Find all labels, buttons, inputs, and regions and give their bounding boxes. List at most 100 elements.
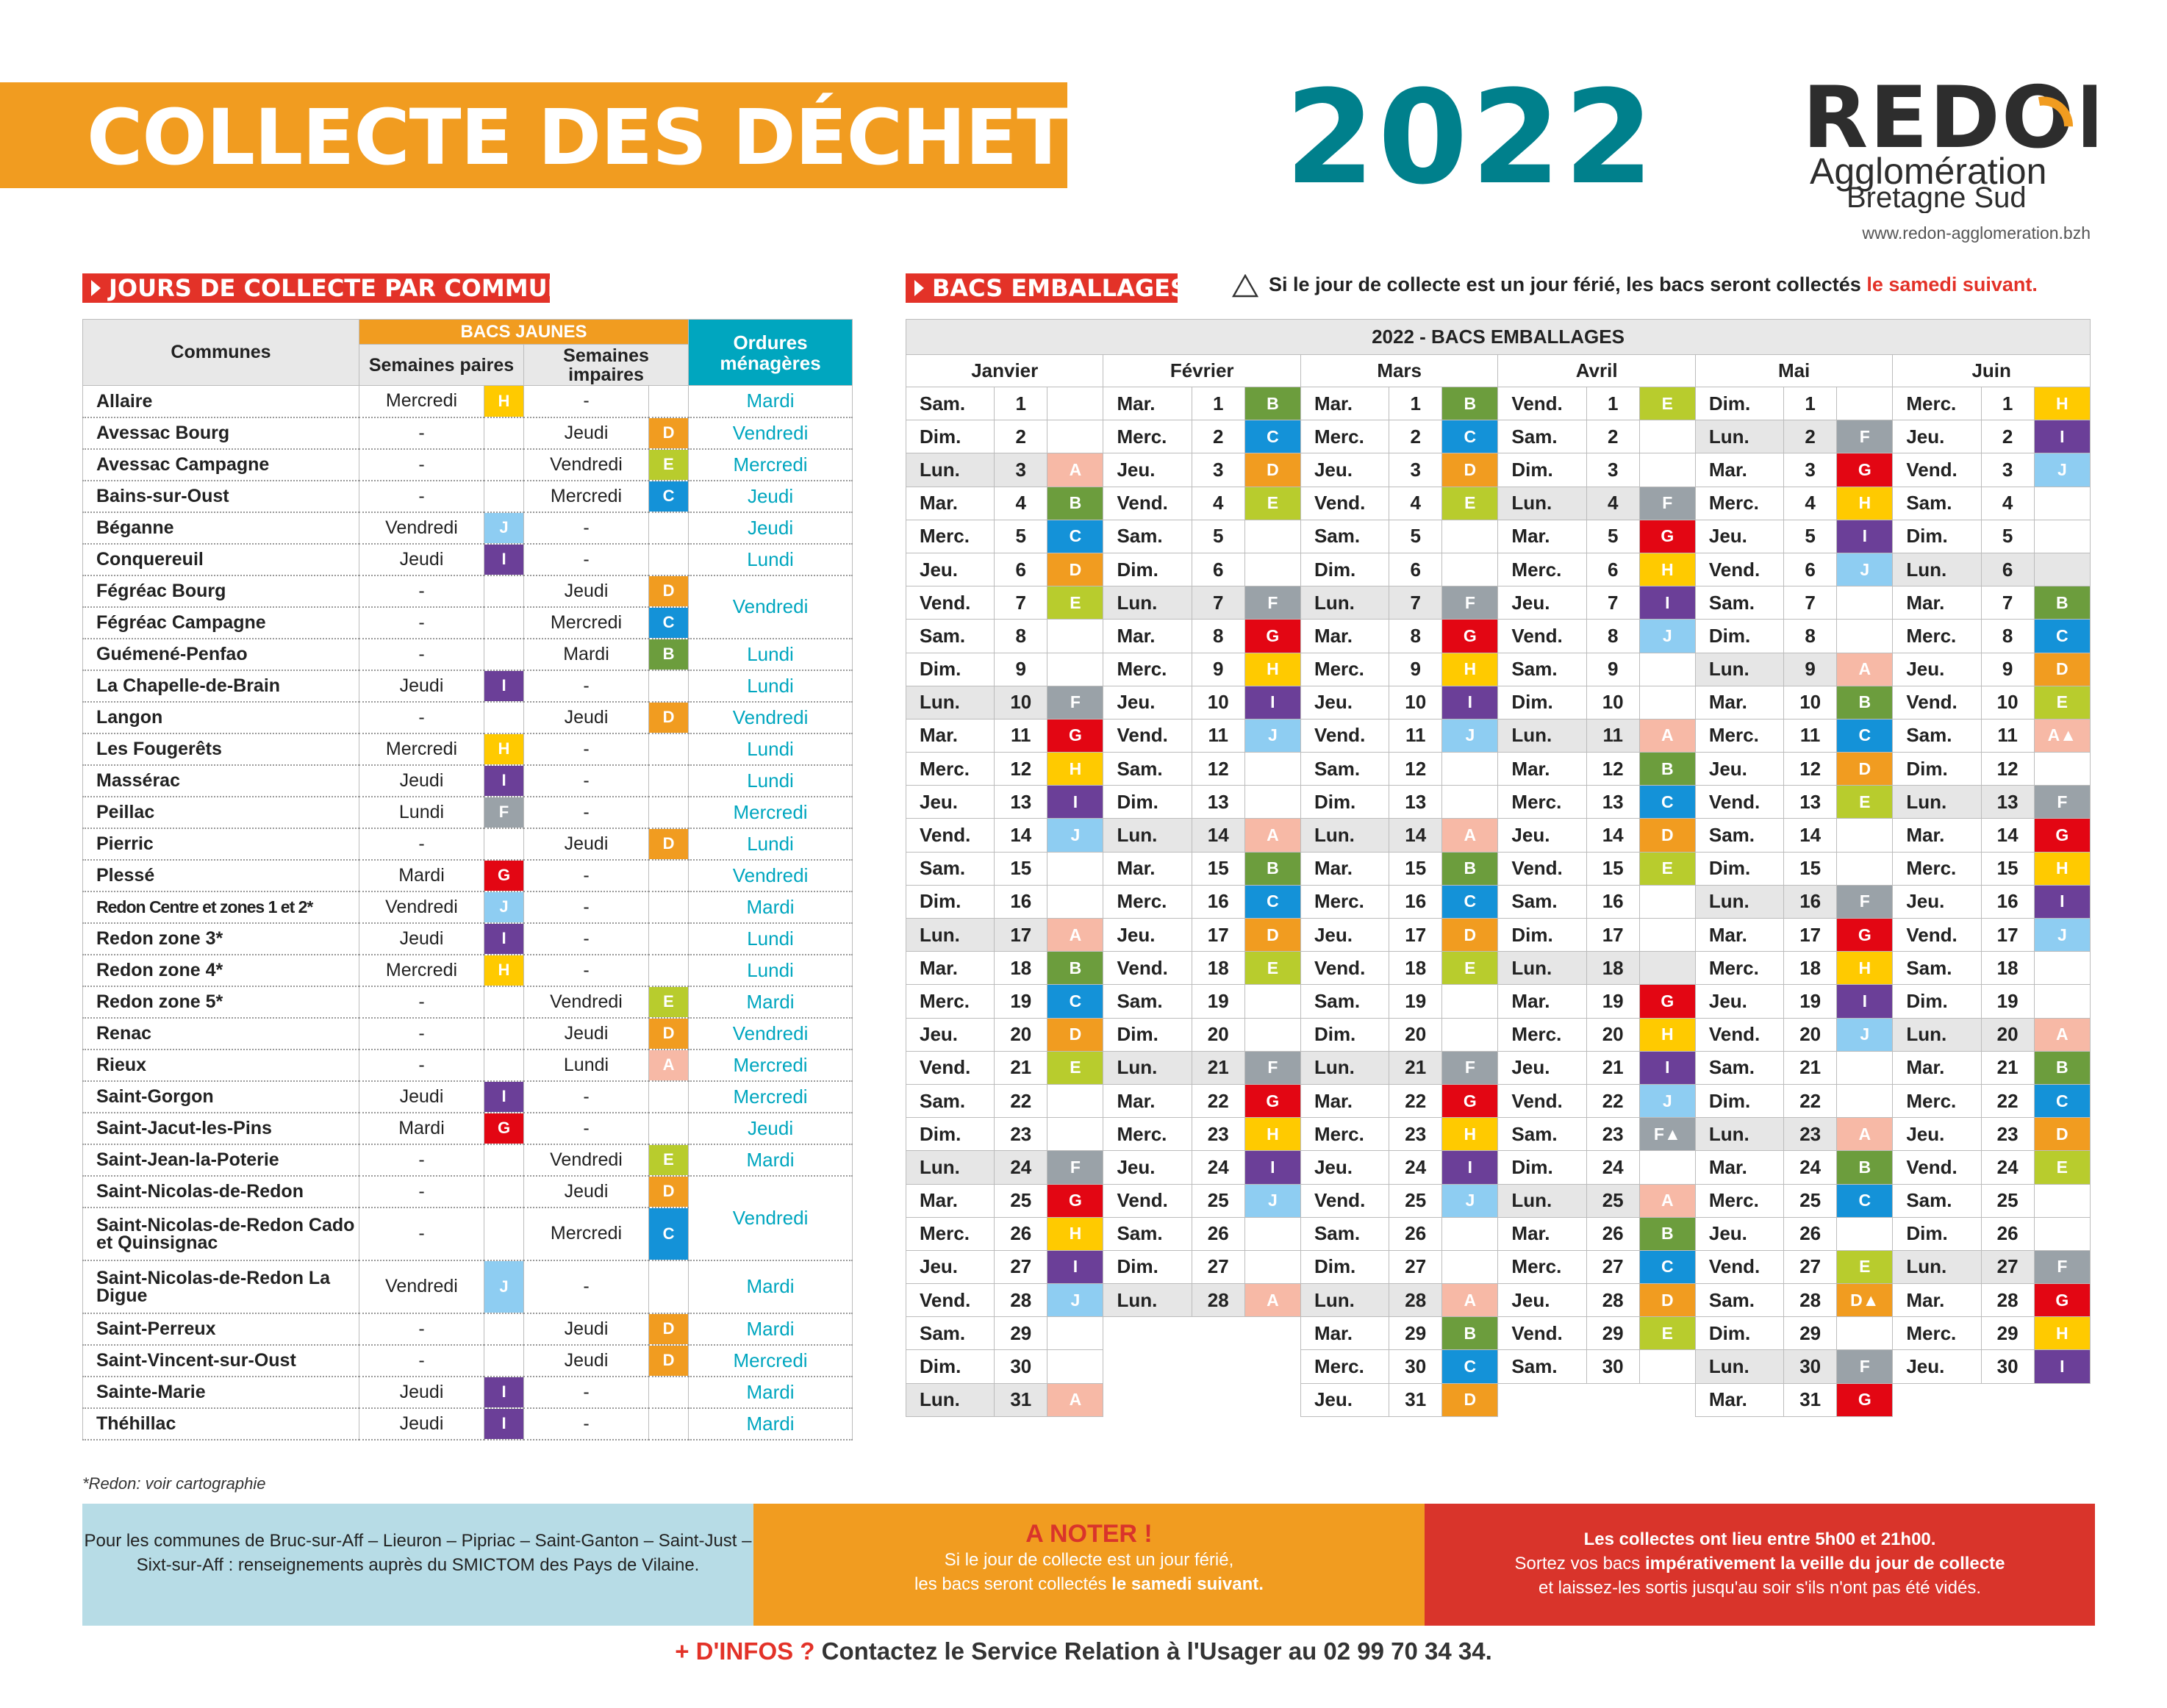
day-number: 6 xyxy=(1586,552,1640,587)
day-name: Dim. xyxy=(1694,851,1785,886)
day-number: 13 xyxy=(1389,785,1443,819)
calendar-row: Lun. 3 A Jeu. 3 D Jeu. 3 D Dim. 3 Mar. 3 G Vend. 3 J xyxy=(905,453,2091,487)
day-number: 1 xyxy=(994,386,1048,421)
day-number: 13 xyxy=(1783,785,1838,819)
communes-table: Communes BACS JAUNES Ordures ménagères S… xyxy=(82,319,853,1440)
calendar-row: Sam. 29 Mar. 29 B Vend. 29 E Dim. 29 Merc. 29 H xyxy=(905,1316,2091,1351)
collection-letter: A xyxy=(1441,818,1499,853)
day-name: Vend. xyxy=(905,1283,995,1318)
commune-row: Saint-Perreux - Jeudi D Mardi xyxy=(82,1313,853,1345)
paires-letter xyxy=(484,701,524,733)
day-number: 7 xyxy=(1586,586,1640,620)
day-number: 16 xyxy=(1980,884,2035,919)
day-number: 15 xyxy=(1389,851,1443,886)
paires-day: Vendredi xyxy=(359,891,484,923)
calendar-row: Lun. 31 A Jeu. 31 D Mar. 31 G xyxy=(905,1382,2091,1417)
day-name: Lun. xyxy=(1300,1283,1390,1318)
commune-name: Saint-Nicolas-de-Redon xyxy=(82,1175,359,1208)
paires-letter: F xyxy=(484,796,524,828)
day-name: Vend. xyxy=(1694,1249,1785,1285)
collection-letter: B xyxy=(1441,851,1499,886)
month-header: Mai xyxy=(1694,354,1894,387)
day-name: Sam. xyxy=(1103,752,1192,786)
paires-day: - xyxy=(359,417,484,449)
day-number: 8 xyxy=(994,619,1048,653)
day-number: 28 xyxy=(1783,1283,1838,1318)
day-number: 10 xyxy=(994,685,1048,720)
collection-letter: I xyxy=(2033,884,2091,919)
collection-letter: B xyxy=(1441,1316,1499,1351)
collection-letter xyxy=(1441,1216,1499,1251)
day-number: 26 xyxy=(994,1216,1048,1251)
day-name: Vend. xyxy=(1892,453,1982,487)
om-day: Jeudi xyxy=(688,480,853,512)
commune-row: Avessac Campagne - Vendredi E Mercredi xyxy=(82,448,853,481)
commune-row: Redon zone 4* Mercredi H - Lundi xyxy=(82,954,853,986)
website-link[interactable]: www.redon-agglomeration.bzh xyxy=(1862,223,2091,243)
impaires-letter: D xyxy=(648,1017,690,1049)
calendar-title: 2022 - BACS EMBALLAGES xyxy=(906,319,2091,355)
day-name: Jeu. xyxy=(1300,1150,1390,1185)
collection-letter: I xyxy=(1047,1249,1104,1285)
day-number: 19 xyxy=(1980,984,2035,1019)
day-number: 4 xyxy=(1191,486,1245,520)
calendar-row: Dim. 30 Merc. 30 C Sam. 30 Lun. 30 F Jeu. 30 I xyxy=(905,1349,2091,1384)
paires-day: - xyxy=(359,828,484,860)
day-name: Dim. xyxy=(1497,1150,1587,1185)
day-name: Dim. xyxy=(1300,552,1390,587)
day-number: 27 xyxy=(1783,1249,1838,1285)
day-name: Mar. xyxy=(1103,386,1192,421)
collection-letter: G xyxy=(2033,1283,2091,1318)
day-name: Lun. xyxy=(1694,884,1785,919)
commune-name: Plessé xyxy=(82,859,359,891)
day-number: 27 xyxy=(1980,1249,2035,1285)
day-number: 26 xyxy=(1389,1216,1443,1251)
day-name: Sam. xyxy=(1300,1216,1390,1251)
om-day: Lundi xyxy=(688,670,853,702)
day-number: 15 xyxy=(994,851,1048,886)
day-name: Jeu. xyxy=(1892,1117,1982,1152)
day-name: Lun. xyxy=(1892,1249,1982,1285)
collection-letter: G xyxy=(1047,1183,1104,1218)
horaires-bold: impérativement la veille du jour de coll… xyxy=(1644,1554,2005,1574)
day-number: 16 xyxy=(1191,884,1245,919)
day-number: 15 xyxy=(1783,851,1838,886)
collection-letter xyxy=(1441,519,1499,553)
day-number: 21 xyxy=(994,1050,1048,1085)
impaires-day: Mercredi xyxy=(523,606,649,639)
paires-day: - xyxy=(359,638,484,670)
calendar-row: Vend. 21 E Lun. 21 F Lun. 21 F Jeu. 21 I Sam. 21 Mar. 2… xyxy=(905,1050,2091,1085)
collection-letter: F xyxy=(1836,420,1894,454)
day-name: Vend. xyxy=(1694,552,1785,587)
day-name: Merc. xyxy=(905,984,995,1019)
day-name: Mar. xyxy=(1694,1150,1785,1185)
impaires-day: - xyxy=(523,385,649,417)
collection-letter: D xyxy=(2033,652,2091,686)
impaires-letter: D xyxy=(648,575,690,607)
day-name: Mar. xyxy=(1892,818,1982,853)
day-name: Dim. xyxy=(905,1349,995,1384)
day-name: Mar. xyxy=(1892,1050,1982,1085)
day-name: Dim. xyxy=(1497,917,1587,952)
day-name: Vend. xyxy=(1103,486,1192,520)
calendar-row: Lun. 24 F Jeu. 24 I Jeu. 24 I Dim. 24 Mar. 24 B Vend. 2… xyxy=(905,1150,2091,1185)
day-name: Jeu. xyxy=(1892,884,1982,919)
day-number: 3 xyxy=(1980,453,2035,487)
contact-text: Contactez le Service Relation à l'Usager… xyxy=(821,1637,1492,1665)
om-day: Lundi xyxy=(688,733,853,765)
day-name: Mar. xyxy=(1300,619,1390,653)
day-number: 28 xyxy=(1586,1283,1640,1318)
day-number: 15 xyxy=(1980,851,2035,886)
day-number: 9 xyxy=(1980,652,2035,686)
day-number: 17 xyxy=(1191,917,1245,952)
day-number: 13 xyxy=(1586,785,1640,819)
day-name: Sam. xyxy=(1892,1183,1982,1218)
day-number: 18 xyxy=(1389,951,1443,986)
impaires-day: - xyxy=(523,1407,649,1440)
day-number: 23 xyxy=(994,1117,1048,1152)
day-number: 7 xyxy=(994,586,1048,620)
day-name: Dim. xyxy=(1892,519,1982,553)
collection-letter: D xyxy=(2033,1117,2091,1152)
paires-letter xyxy=(484,606,524,639)
collection-letter xyxy=(1638,420,1696,454)
